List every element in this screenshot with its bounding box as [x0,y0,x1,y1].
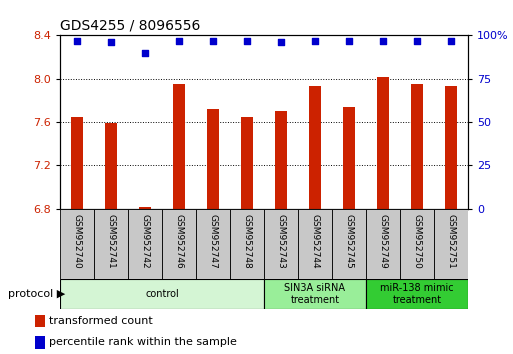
Bar [94,209,128,279]
Text: GSM952750: GSM952750 [412,215,421,269]
Bar [264,279,366,309]
Text: percentile rank within the sample: percentile rank within the sample [49,337,237,347]
Text: control: control [145,289,179,299]
Bar [241,117,253,209]
Point [141,50,149,56]
Bar [105,123,117,209]
Bar [332,209,366,279]
Text: GSM952742: GSM952742 [141,215,149,269]
Text: GDS4255 / 8096556: GDS4255 / 8096556 [60,19,201,33]
Point [311,38,319,44]
Point [107,40,115,45]
Bar [400,209,434,279]
Bar [128,209,162,279]
Bar [366,279,468,309]
Text: GSM952744: GSM952744 [310,215,320,269]
Text: GSM952749: GSM952749 [379,215,387,269]
Bar [411,84,423,209]
Point [175,38,183,44]
Text: GSM952751: GSM952751 [446,215,456,269]
Bar [60,209,94,279]
Point [345,38,353,44]
Point [209,38,217,44]
Bar [60,279,264,309]
Text: protocol ▶: protocol ▶ [8,289,65,299]
Bar [35,315,46,327]
Text: transformed count: transformed count [49,316,153,326]
Bar [207,109,219,209]
Text: GSM952740: GSM952740 [72,215,82,269]
Bar [275,111,287,209]
Bar [434,209,468,279]
Bar [343,107,355,209]
Bar [264,209,298,279]
Text: GSM952748: GSM952748 [243,215,251,269]
Bar [309,86,321,209]
Point [73,38,81,44]
Bar [196,209,230,279]
Point [277,40,285,45]
Bar [445,86,457,209]
Text: GSM952747: GSM952747 [208,215,218,269]
Bar [139,207,151,209]
Bar [366,209,400,279]
Bar [35,336,46,348]
Text: SIN3A siRNA
treatment: SIN3A siRNA treatment [284,283,345,305]
Bar [71,117,83,209]
Point [379,38,387,44]
Bar [173,84,185,209]
Text: GSM952745: GSM952745 [344,215,353,269]
Bar [162,209,196,279]
Text: miR-138 mimic
treatment: miR-138 mimic treatment [380,283,453,305]
Point [447,38,455,44]
Point [243,38,251,44]
Point [413,38,421,44]
Bar [230,209,264,279]
Text: GSM952743: GSM952743 [277,215,285,269]
Text: GSM952746: GSM952746 [174,215,184,269]
Bar [298,209,332,279]
Bar [377,76,389,209]
Text: GSM952741: GSM952741 [107,215,115,269]
